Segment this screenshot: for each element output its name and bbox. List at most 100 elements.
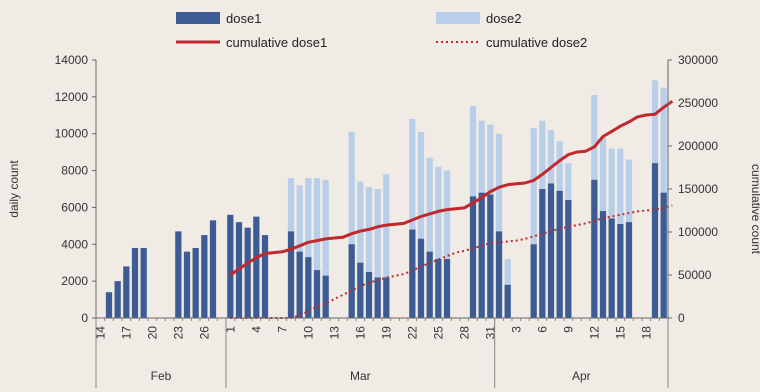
dose2-bar [296,185,303,318]
dose1-bar [322,275,329,318]
dose1-bar [201,235,208,318]
y-tick-label: 4000 [61,237,88,251]
dose1-bar [244,227,251,318]
dose2-bar [417,131,425,318]
dose1-bar [599,211,607,318]
dose1-bar [348,244,355,318]
dose2-bar [435,166,442,318]
y2-tick-label: 100000 [678,225,718,239]
dose2-bar [495,133,503,318]
x-tick-label: 13 [327,326,341,340]
dose1-bar [504,284,511,318]
dose1-bar [261,235,269,318]
y2-tick-label: 50000 [678,268,712,282]
dose1-bar [209,220,217,318]
dose1-bar [417,238,425,318]
dose2-bar [374,189,381,318]
dose1-bar [374,277,381,318]
cumulative-dose2-line [230,204,673,319]
dose1-bar [305,257,312,318]
x-tick-label: 18 [639,326,653,340]
x-tick-label: 4 [249,326,263,333]
legend-label: cumulative dose2 [486,35,587,50]
dose2-bar [365,187,373,318]
dose2-bar [305,177,312,318]
x-tick-label: 9 [561,326,575,333]
dose1-bar [495,231,503,318]
x-tick-label: 6 [535,326,549,333]
dose1-bar [435,259,442,318]
dose1-bar [183,251,191,318]
y-tick-label: 6000 [61,200,88,214]
x-tick-label: 10 [301,326,315,340]
dose1-bar [105,292,113,318]
x-tick-label: 3 [509,326,523,333]
x-tick-label: 14 [93,326,107,340]
dose2-bar [313,177,321,318]
dose1-bar [469,196,477,318]
dose1-bar [565,200,572,318]
x-tick-label: 28 [457,326,471,340]
x-tick-label: 7 [275,326,289,333]
x-tick-label: 26 [197,326,211,340]
legend-label: dose1 [226,11,261,26]
y-tick-label: 12000 [55,90,89,104]
dose1-bar [287,231,295,318]
x-tick-label: 12 [587,326,601,340]
dose1-bar [443,259,451,318]
dose1-bar [426,251,433,318]
dose2-bar [443,170,451,318]
dose1-bar [660,192,667,318]
dose2-bar [530,128,537,318]
y2-tick-label: 200000 [678,139,718,153]
dose2-bar [357,181,364,318]
dose1-bar [591,179,598,318]
y-tick-label: 0 [81,311,88,325]
dose1-bar [478,192,485,318]
dose2-bar [383,174,390,318]
y2-axis-title: cumulative count [749,164,760,255]
legend-label: dose2 [486,11,521,26]
dose1-bar [123,266,130,318]
x-tick-label: 23 [171,326,185,340]
month-label: Feb [151,369,172,383]
month-label: Apr [572,369,591,383]
y2-tick-label: 300000 [678,53,718,67]
legend-swatch-dose1 [176,12,220,24]
y-tick-label: 10000 [55,127,89,141]
x-tick-label: 17 [119,326,133,340]
dose1-bar [175,231,182,318]
x-tick-label: 16 [353,326,367,340]
x-tick-label: 22 [405,326,419,340]
dose2-bar [348,131,355,318]
x-tick-label: 25 [431,326,445,340]
x-tick-label: 19 [379,326,393,340]
dose1-bar [357,262,364,318]
dose1-bar [530,244,537,318]
month-label: Mar [350,369,371,383]
x-tick-label: 1 [223,326,237,333]
dose1-bar [131,247,139,318]
dose1-bar [296,251,303,318]
dose1-bar [140,247,147,318]
dose1-bar [192,247,199,318]
y-axis-title: daily count [7,160,21,218]
x-tick-label: 20 [145,326,159,340]
y2-tick-label: 0 [678,311,685,325]
cumulative-dose1-line [229,100,674,277]
y-tick-label: 14000 [55,53,89,67]
dose2-bar [322,179,329,318]
dose1-bar [253,216,260,318]
dose1-bar [556,190,563,318]
dose1-bar [547,183,555,318]
legend-label: cumulative dose1 [226,35,327,50]
legend-swatch-dose2 [436,12,480,24]
dose1-bar [539,189,546,318]
dose1-bar [383,277,390,318]
dose1-bar [227,214,234,318]
dose2-bar [426,157,433,318]
dose1-bar [114,281,121,318]
y2-tick-label: 150000 [678,182,718,196]
dose1-bar [625,222,633,318]
